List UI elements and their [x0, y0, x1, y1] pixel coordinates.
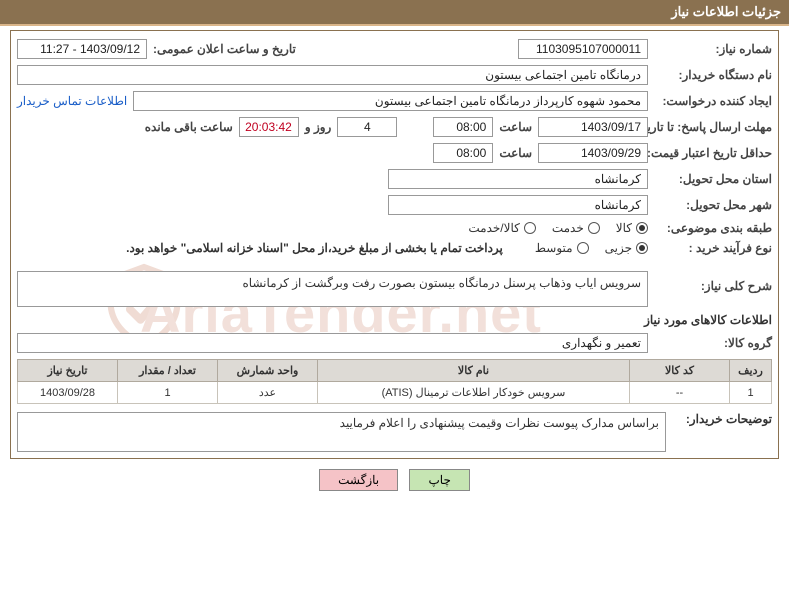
radio-subject-both[interactable] [524, 222, 536, 234]
label-buyer-org: نام دستگاه خریدار: [654, 68, 772, 82]
value-city: کرمانشاه [388, 195, 648, 215]
value-countdown: 20:03:42 [239, 117, 299, 137]
label-days: روز و [305, 120, 332, 134]
value-buyer-note: براساس مدارک پیوست نظرات وقیمت پیشنهادی … [17, 412, 666, 452]
value-reply-hour: 08:00 [433, 117, 493, 137]
radio-group-subject: کالا خدمت کالا/خدمت [468, 221, 648, 235]
section-goods-info: اطلاعات کالاهای مورد نیاز [17, 313, 772, 327]
cell-unit: عدد [218, 382, 318, 404]
radio-label-both: کالا/خدمت [468, 221, 519, 235]
radio-label-goods: کالا [616, 221, 632, 235]
value-need-number: 1103095107000011 [518, 39, 648, 59]
value-announce: 1403/09/12 - 11:27 [17, 39, 147, 59]
value-province: کرمانشاه [388, 169, 648, 189]
print-button[interactable]: چاپ [409, 469, 469, 491]
value-validity-date: 1403/09/29 [538, 143, 648, 163]
cell-qty: 1 [118, 382, 218, 404]
radio-label-service: خدمت [552, 221, 584, 235]
cell-date: 1403/09/28 [18, 382, 118, 404]
value-requester: محمود شهوه کارپرداز درمانگاه تامین اجتما… [133, 91, 648, 111]
radio-subject-goods[interactable] [636, 222, 648, 234]
label-subject-class: طبقه بندی موضوعی: [654, 221, 772, 235]
label-goods-group: گروه کالا: [654, 336, 772, 350]
label-description: شرح کلی نیاز: [654, 271, 772, 293]
radio-label-small: جزیی [605, 241, 632, 255]
value-validity-hour: 08:00 [433, 143, 493, 163]
back-button[interactable]: بازگشت [319, 469, 398, 491]
th-unit: واحد شمارش [218, 360, 318, 382]
payment-note: پرداخت تمام یا بخشی از مبلغ خرید،از محل … [126, 241, 503, 255]
label-hour-1: ساعت [499, 120, 532, 134]
th-name: نام کالا [318, 360, 630, 382]
value-reply-date: 1403/09/17 [538, 117, 648, 137]
items-table: ردیف کد کالا نام کالا واحد شمارش تعداد /… [17, 359, 772, 404]
label-hour-2: ساعت [499, 146, 532, 160]
th-qty: تعداد / مقدار [118, 360, 218, 382]
value-description: سرویس ایاب وذهاب پرسنل درمانگاه بیستون ب… [17, 271, 648, 307]
label-announce: تاریخ و ساعت اعلان عمومی: [153, 42, 296, 56]
label-buyer-note: توضیحات خریدار: [672, 412, 772, 452]
radio-process-small[interactable] [636, 242, 648, 254]
value-goods-group: تعمیر و نگهداری [17, 333, 648, 353]
panel-header: جزئیات اطلاعات نیاز [0, 0, 789, 26]
label-validity: حداقل تاریخ اعتبار قیمت: تا تاریخ: [654, 146, 772, 160]
value-days: 4 [337, 117, 397, 137]
th-row: ردیف [730, 360, 772, 382]
label-province: استان محل تحویل: [654, 172, 772, 186]
label-need-number: شماره نیاز: [654, 42, 772, 56]
value-buyer-org: درمانگاه تامین اجتماعی بیستون [17, 65, 648, 85]
radio-process-medium[interactable] [577, 242, 589, 254]
cell-row: 1 [730, 382, 772, 404]
label-requester: ایجاد کننده درخواست: [654, 94, 772, 108]
cell-name: سرویس خودکار اطلاعات ترمینال (ATIS) [318, 382, 630, 404]
link-buyer-contact[interactable]: اطلاعات تماس خریدار [17, 94, 127, 108]
label-remaining: ساعت باقی مانده [145, 120, 233, 134]
table-row: 1 -- سرویس خودکار اطلاعات ترمینال (ATIS)… [18, 382, 772, 404]
radio-label-medium: متوسط [535, 241, 573, 255]
radio-subject-service[interactable] [588, 222, 600, 234]
label-reply-deadline: مهلت ارسال پاسخ: تا تاریخ: [654, 120, 772, 134]
details-panel: شماره نیاز: 1103095107000011 تاریخ و ساع… [10, 30, 779, 459]
label-process: نوع فرآیند خرید : [654, 241, 772, 255]
cell-code: -- [630, 382, 730, 404]
th-date: تاریخ نیاز [18, 360, 118, 382]
label-city: شهر محل تحویل: [654, 198, 772, 212]
th-code: کد کالا [630, 360, 730, 382]
radio-group-process: جزیی متوسط [535, 241, 648, 255]
